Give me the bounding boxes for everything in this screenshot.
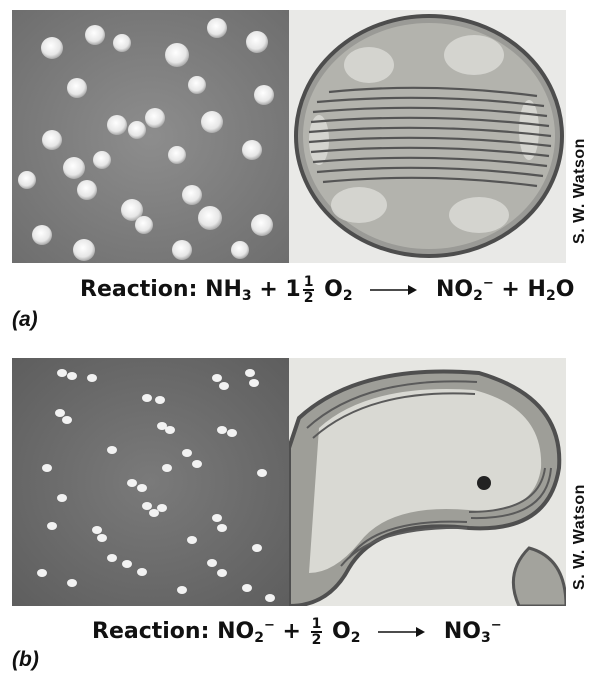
micrograph-b-cell-tem <box>289 358 566 606</box>
reaction-prefix: Reaction: <box>80 277 198 302</box>
product-1: NO2− <box>435 276 494 304</box>
product-2: H2O <box>527 277 575 304</box>
product-1: NO3− <box>443 618 502 646</box>
photo-credit-b: S. W. Watson <box>571 484 588 590</box>
plus-sign: + <box>501 277 520 302</box>
reaction-prefix: Reaction: <box>92 619 210 644</box>
photo-credit-a: S. W. Watson <box>571 138 588 244</box>
panel-label-a: (a) <box>12 308 38 331</box>
plus-sign: + <box>282 619 301 644</box>
reaction-arrow-icon <box>370 285 418 295</box>
plus-sign: + <box>259 277 278 302</box>
panel-label-b: (b) <box>12 648 39 671</box>
micrograph-b-cells-sem <box>12 358 289 606</box>
reactant-2: O2 <box>324 277 353 304</box>
reaction-arrow-icon <box>378 627 426 637</box>
reactant-1: NH3 <box>205 277 252 304</box>
micrograph-a-cell-tem <box>289 10 566 263</box>
micrograph-a-cells-sem <box>12 10 289 263</box>
reactant-1: NO2− <box>217 618 275 646</box>
reactant-2: O2 <box>332 619 361 646</box>
